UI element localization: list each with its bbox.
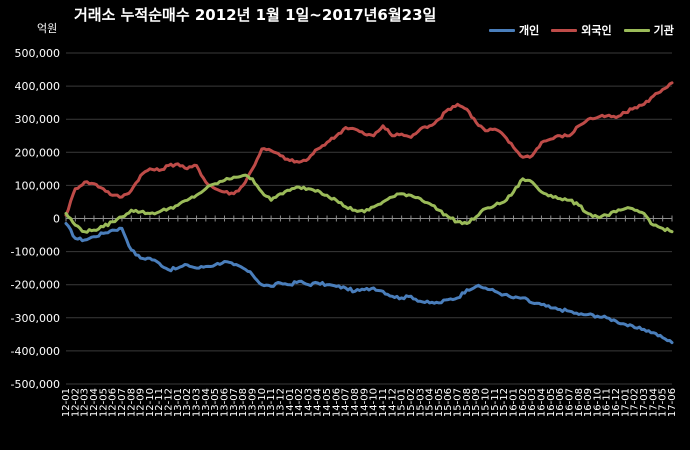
x-tick-label: 12-02 xyxy=(70,388,81,417)
legend-item-individual: 개인 xyxy=(489,22,539,38)
y-tick-label: 300,000 xyxy=(15,113,61,126)
chart-title: 거래소 누적순매수 2012년 1월 1일~2017년6월23일 xyxy=(74,6,437,24)
x-tick-label: 14-01 xyxy=(285,388,296,417)
x-tick-label: 12-11 xyxy=(154,388,165,417)
x-tick-label: 15-01 xyxy=(397,388,408,417)
legend-swatch-institution xyxy=(623,28,650,32)
x-tick-label: 15-11 xyxy=(490,388,501,417)
x-tick-label: 15-05 xyxy=(434,388,445,417)
x-tick-label: 15-12 xyxy=(499,388,510,417)
x-tick-label: 14-03 xyxy=(303,388,314,417)
x-tick-label: 14-09 xyxy=(359,388,370,417)
y-tick-label: -300,000 xyxy=(11,312,60,325)
x-tick-label: 15-07 xyxy=(453,388,464,417)
x-tick-label: 16-04 xyxy=(536,388,547,417)
y-tick-label: 100,000 xyxy=(15,179,61,192)
y-tick-label: 500,000 xyxy=(15,47,61,60)
legend-label-foreign: 외국인 xyxy=(581,24,612,37)
x-tick-label: 13-02 xyxy=(182,388,193,417)
x-tick-label: 12-07 xyxy=(117,388,128,417)
y-tick-label: 200,000 xyxy=(15,146,61,159)
x-tick-label: 13-03 xyxy=(192,388,203,417)
x-tick-label: 17-01 xyxy=(620,388,631,417)
legend-swatch-individual xyxy=(489,28,515,32)
x-tick-label: 16-10 xyxy=(592,388,603,417)
x-tick-label: 13-05 xyxy=(210,388,221,417)
x-tick-label: 14-05 xyxy=(322,388,333,417)
x-tick-label: 13-01 xyxy=(173,388,184,417)
x-tick-label: 16-01 xyxy=(509,388,520,417)
x-tick-label: 14-02 xyxy=(294,388,305,417)
x-tick-label: 17-06 xyxy=(667,388,678,417)
unit-label: 억원 xyxy=(37,22,58,35)
x-tick-label: 14-08 xyxy=(350,388,361,417)
legend-item-institution: 기관 xyxy=(623,22,674,38)
x-tick-label: 16-09 xyxy=(583,388,594,417)
x-tick-label: 12-04 xyxy=(89,388,100,417)
x-tick-label: 13-07 xyxy=(229,388,240,417)
x-tick-label: 14-10 xyxy=(369,388,380,417)
x-tick-label: 12-08 xyxy=(126,388,137,417)
x-tick-label: 13-11 xyxy=(266,388,277,417)
x-tick-label: 13-06 xyxy=(219,388,230,417)
x-tick-label: 14-06 xyxy=(331,388,342,417)
x-tick-label: 13-09 xyxy=(247,388,258,417)
x-tick-label: 12-10 xyxy=(145,388,156,417)
series-line-0 xyxy=(64,222,674,345)
legend-label-individual: 개인 xyxy=(519,24,540,37)
x-tick-label: 16-03 xyxy=(527,388,538,417)
x-tick-label: 12-01 xyxy=(61,388,72,417)
x-tick-label: 15-10 xyxy=(481,388,492,417)
x-tick-label: 17-03 xyxy=(639,388,650,417)
series-line-2 xyxy=(64,173,674,234)
legend-swatch-foreign xyxy=(551,28,578,32)
series-lines xyxy=(64,81,674,345)
series-line-1 xyxy=(64,81,674,217)
x-tick-label: 15-06 xyxy=(443,388,454,417)
y-tick-label: 0 xyxy=(53,213,60,226)
x-tick-label: 16-08 xyxy=(574,388,585,417)
x-tick-label: 13-10 xyxy=(257,388,268,417)
y-tick-label: -500,000 xyxy=(11,378,60,391)
x-tick-label: 15-02 xyxy=(406,388,417,417)
x-tick-label: 12-03 xyxy=(80,388,91,417)
x-tick-label: 14-04 xyxy=(313,388,324,417)
x-tick-label: 13-04 xyxy=(201,388,212,417)
legend-item-foreign: 외국인 xyxy=(551,22,612,38)
legend: 개인 외국인 기관 xyxy=(489,22,674,38)
x-tick-label: 14-12 xyxy=(387,388,398,417)
x-tick-label: 17-02 xyxy=(630,388,641,417)
x-tick-label: 16-07 xyxy=(564,388,575,417)
x-tick-label: 12-06 xyxy=(108,388,119,417)
x-tick-label: 15-04 xyxy=(425,388,436,417)
x-tick-label: 12-12 xyxy=(164,388,175,417)
x-tick-label: 13-08 xyxy=(238,388,249,417)
x-tick-label: 15-03 xyxy=(415,388,426,417)
y-tick-label: 400,000 xyxy=(15,80,61,93)
x-tick-label: 16-02 xyxy=(518,388,529,417)
x-tick-label: 14-11 xyxy=(378,388,389,417)
x-tick-label: 14-07 xyxy=(341,388,352,417)
y-tick-label: -200,000 xyxy=(11,279,60,292)
x-tick-label: 16-12 xyxy=(611,388,622,417)
x-tick-label: 12-09 xyxy=(136,388,147,417)
axes: 500,000 400,000 300,000 200,000 100,000 0 -100… xyxy=(11,47,678,417)
x-tick-label: 15-08 xyxy=(462,388,473,417)
x-tick-label: 16-06 xyxy=(555,388,566,417)
x-tick-label: 17-04 xyxy=(648,388,659,417)
legend-label-institution: 기관 xyxy=(653,24,674,37)
x-tick-label: 16-05 xyxy=(546,388,557,417)
y-tick-label: -100,000 xyxy=(11,246,60,259)
x-tick-label: 13-12 xyxy=(275,388,286,417)
x-tick-label: 15-09 xyxy=(471,388,482,417)
y-tick-label: -400,000 xyxy=(11,345,60,358)
x-tick-label: 12-05 xyxy=(98,388,109,417)
x-tick-label: 16-11 xyxy=(602,388,613,417)
x-tick-label: 17-05 xyxy=(658,388,669,417)
